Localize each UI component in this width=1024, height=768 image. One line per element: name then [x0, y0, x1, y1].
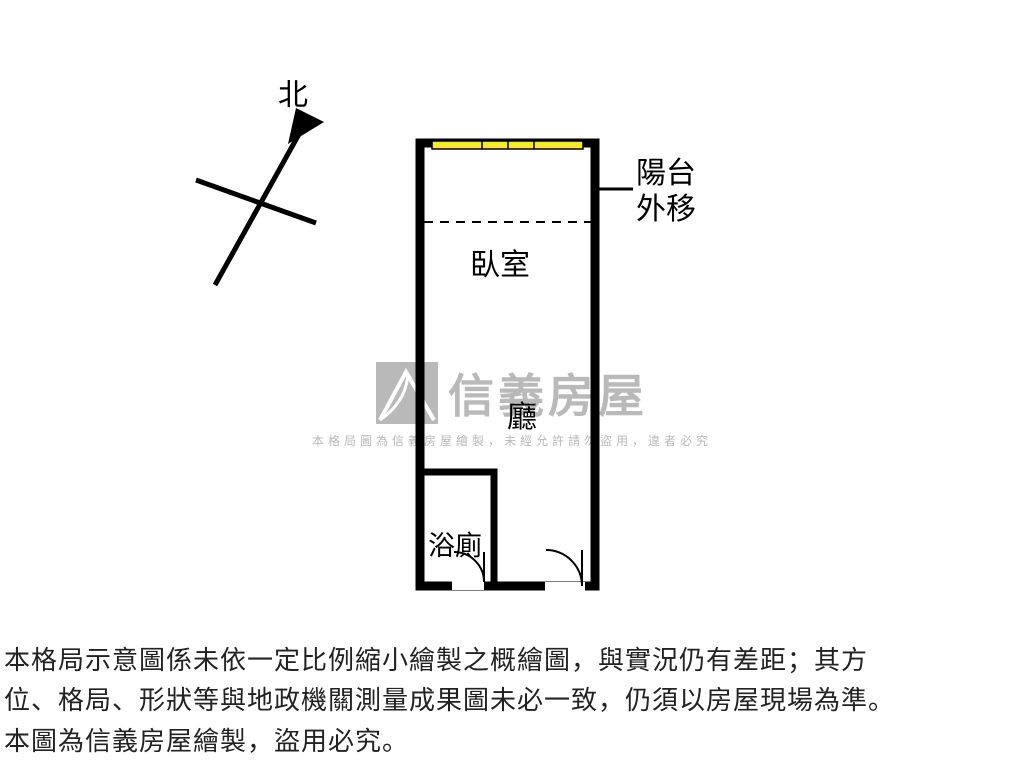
balcony-label-bottom: 外移: [636, 184, 696, 228]
outer-wall: [420, 143, 595, 586]
main-door-icon: [545, 550, 585, 592]
disclaimer-line-1: 本格局示意圖係未依一定比例縮小繪製之概繪圖，與實況仍有差距；其方: [4, 640, 895, 680]
disclaimer-line-2: 位、格局、形狀等與地政機關測量成果圖未必一致，仍須以房屋現場為準。: [4, 680, 895, 720]
disclaimer-line-3: 本圖為信義房屋繪製，盜用必究。: [4, 721, 895, 761]
bath-label: 浴廁: [428, 524, 482, 563]
window-top: [432, 141, 583, 149]
living-label: 廳: [507, 392, 537, 436]
compass-icon: [196, 108, 324, 285]
compass-north-label: 北: [278, 70, 308, 114]
disclaimer-text: 本格局示意圖係未依一定比例縮小繪製之概繪圖，與實況仍有差距；其方 位、格局、形狀…: [4, 640, 895, 761]
floor-plan-stage: 信義房屋 本格局圖為信義房屋繪製，未經允許請勿盜用，違者必究: [0, 0, 1024, 768]
bedroom-label: 臥室: [470, 240, 530, 284]
